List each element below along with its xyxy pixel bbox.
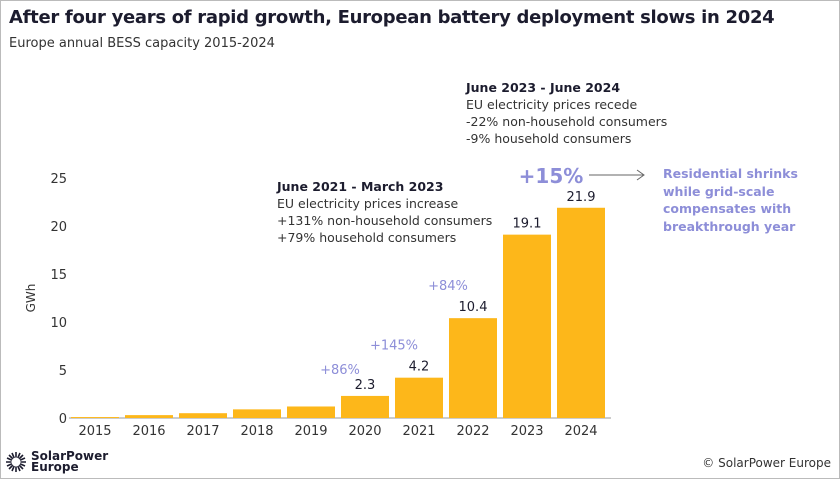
annotation-line: -9% household consumers xyxy=(466,131,632,146)
annotation-line: EU electricity prices recede xyxy=(466,97,638,112)
annotation-line: +79% household consumers xyxy=(277,230,457,245)
y-tick-label: 20 xyxy=(50,220,67,235)
sun-icon xyxy=(6,452,26,472)
bar-2016 xyxy=(125,415,173,418)
side-line: while grid-scale xyxy=(663,183,775,199)
y-tick-label: 25 xyxy=(50,172,67,187)
y-tick-label: 5 xyxy=(59,364,67,379)
bar-2022 xyxy=(449,318,497,418)
chart-subtitle: Europe annual BESS capacity 2015-2024 xyxy=(9,36,275,51)
x-tick-label: 2017 xyxy=(186,424,219,439)
logo-text: SolarPower xyxy=(31,449,109,463)
growth-label: +86% xyxy=(320,363,360,378)
side-annotation: Residential shrinks while grid-scale com… xyxy=(663,165,798,235)
chart-title: After four years of rapid growth, Europe… xyxy=(9,7,775,28)
x-tick-label: 2024 xyxy=(564,424,597,439)
data-label: 4.2 xyxy=(409,360,430,375)
solarpower-europe-logo: SolarPower Europe xyxy=(5,449,109,474)
data-label: 10.4 xyxy=(459,300,488,315)
logo-text: Europe xyxy=(31,460,79,474)
growth-label: +84% xyxy=(428,279,468,294)
side-line: breakthrough year xyxy=(663,218,796,234)
bar-2017 xyxy=(179,413,227,418)
annotation-heading: June 2023 - June 2024 xyxy=(466,80,621,95)
y-tick-label: 15 xyxy=(50,268,67,283)
data-label: 21.9 xyxy=(567,190,596,205)
growth-label: +145% xyxy=(370,339,418,354)
bar-2019 xyxy=(287,406,335,418)
bar-2021 xyxy=(395,377,443,418)
x-tick-label: 2022 xyxy=(456,424,489,439)
bar-2024 xyxy=(557,207,605,418)
annotation-line: EU electricity prices increase xyxy=(277,196,459,211)
data-label: 2.3 xyxy=(355,378,376,393)
data-label: 19.1 xyxy=(513,217,542,232)
annotation-2021-2023: June 2021 - March 2023 EU electricity pr… xyxy=(277,178,492,246)
bar-2023 xyxy=(503,234,551,418)
x-tick-label: 2021 xyxy=(402,424,435,439)
annotation-line: +131% non-household consumers xyxy=(277,213,493,228)
x-tick-label: 2019 xyxy=(294,424,327,439)
growth-label: +15% xyxy=(519,164,584,188)
side-line: Residential shrinks xyxy=(663,166,798,181)
y-tick-label: 0 xyxy=(59,412,67,427)
arrow-head-icon xyxy=(636,169,645,181)
x-tick-label: 2020 xyxy=(348,424,381,439)
y-tick-label: 10 xyxy=(50,316,67,331)
bar-2018 xyxy=(233,409,281,418)
annotation-heading: June 2021 - March 2023 xyxy=(277,179,444,194)
x-tick-label: 2016 xyxy=(132,424,165,439)
x-tick-label: 2023 xyxy=(510,424,543,439)
copyright: © SolarPower Europe xyxy=(702,456,831,470)
bar-2015 xyxy=(71,417,119,418)
annotation-line: -22% non-household consumers xyxy=(466,114,668,129)
side-line: compensates with xyxy=(663,201,792,216)
bar-2020 xyxy=(341,395,389,418)
y-axis-label: GWh xyxy=(24,284,38,313)
x-tick-label: 2015 xyxy=(78,424,111,439)
annotation-2023-2024: June 2023 - June 2024 EU electricity pri… xyxy=(466,79,667,147)
x-tick-label: 2018 xyxy=(240,424,273,439)
